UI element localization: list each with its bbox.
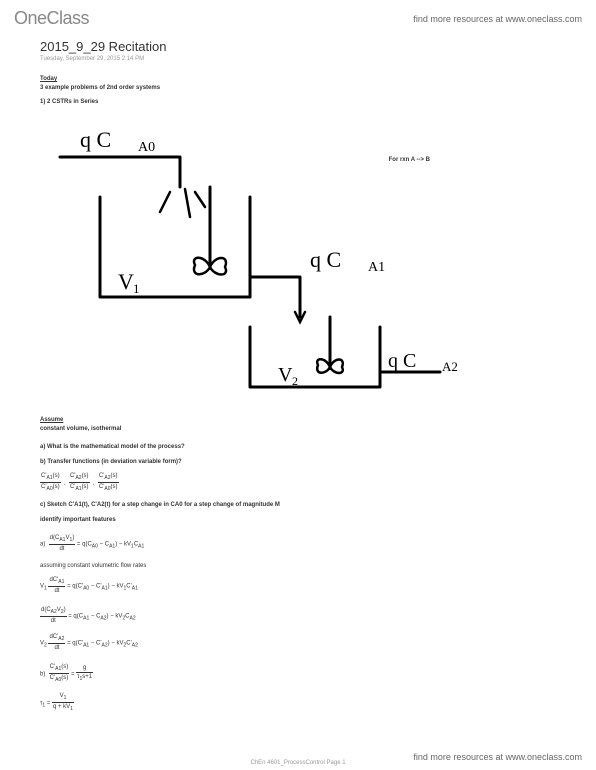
rxn-note: For rxn A --> B: [389, 157, 430, 163]
question-a: a) What is the mathematical model of the…: [40, 443, 556, 451]
svg-text:A1: A1: [368, 260, 385, 275]
logo: OneClass: [14, 8, 89, 29]
svg-text:q C: q C: [80, 127, 111, 152]
svg-text:A0: A0: [138, 140, 155, 155]
svg-text:q C: q C: [388, 350, 416, 372]
page-footer: ChEn 4601_ProcessControl Page 1: [250, 760, 345, 766]
diagram: q C A0 V 1 q C A1 V 2 q C A2 For rxn A -…: [40, 117, 460, 397]
logo-one: One: [14, 8, 47, 28]
logo-class: Class: [47, 8, 90, 28]
header: OneClass find more resources at www.onec…: [0, 0, 596, 33]
question-b-fracs: C'A1(s)C'A0(s) , C'A2(s)C'A1(s) , C'A2(s…: [40, 472, 556, 493]
page-content: 2015_9_29 Recitation Tuesday, September …: [0, 33, 596, 714]
today-body: 3 example problems of 2nd order systems: [40, 84, 556, 92]
page-title: 2015_9_29 Recitation: [40, 39, 556, 54]
eq-b2: τ1 = V1q + kV1: [40, 692, 556, 713]
problem-1: 1) 2 CSTRs in Series: [40, 98, 556, 106]
assume-heading: Assume: [40, 417, 556, 423]
svg-text:V: V: [278, 364, 293, 386]
assume-body: constant volume, isothermal: [40, 425, 556, 433]
svg-text:A2: A2: [442, 359, 458, 374]
svg-text:q C: q C: [310, 247, 341, 272]
svg-text:2: 2: [292, 374, 298, 388]
eq-a2a: d(CA2V2)dt = q(CA1 − CA2) − kV2CA2: [40, 606, 556, 626]
svg-text:1: 1: [133, 281, 140, 296]
eq-a1c: V1 dC'A1dt = q(C'A0 − C'A1) − kV1C'A1: [40, 576, 556, 596]
find-more-bottom[interactable]: find more resources at www.oneclass.com: [413, 752, 582, 762]
svg-text:V: V: [118, 269, 134, 294]
page-meta: Tuesday, September 29, 2015 2:14 PM: [40, 56, 556, 62]
question-c2: identify important features: [40, 516, 556, 524]
eq-a1: a) d(CA1V1)dt = q(CA0 − CA1) − kV1CA1: [40, 534, 556, 554]
question-c: c) Sketch C'A1(t), C'A2(t) for a step ch…: [40, 501, 556, 509]
eq-a2b: V2 dC'A2dt = q(C'A1 − C'A2) − kV2C'A2: [40, 633, 556, 653]
today-heading: Today: [40, 76, 556, 82]
find-more-top[interactable]: find more resources at www.oneclass.com: [413, 14, 582, 24]
eq-a1b: assuming constant volumetric flow rates: [40, 562, 556, 570]
question-b: b) Transfer functions (in deviation vari…: [40, 458, 556, 466]
eq-b1: b) C'A1(s)C'A0(s) = gτ1s+1: [40, 663, 556, 684]
